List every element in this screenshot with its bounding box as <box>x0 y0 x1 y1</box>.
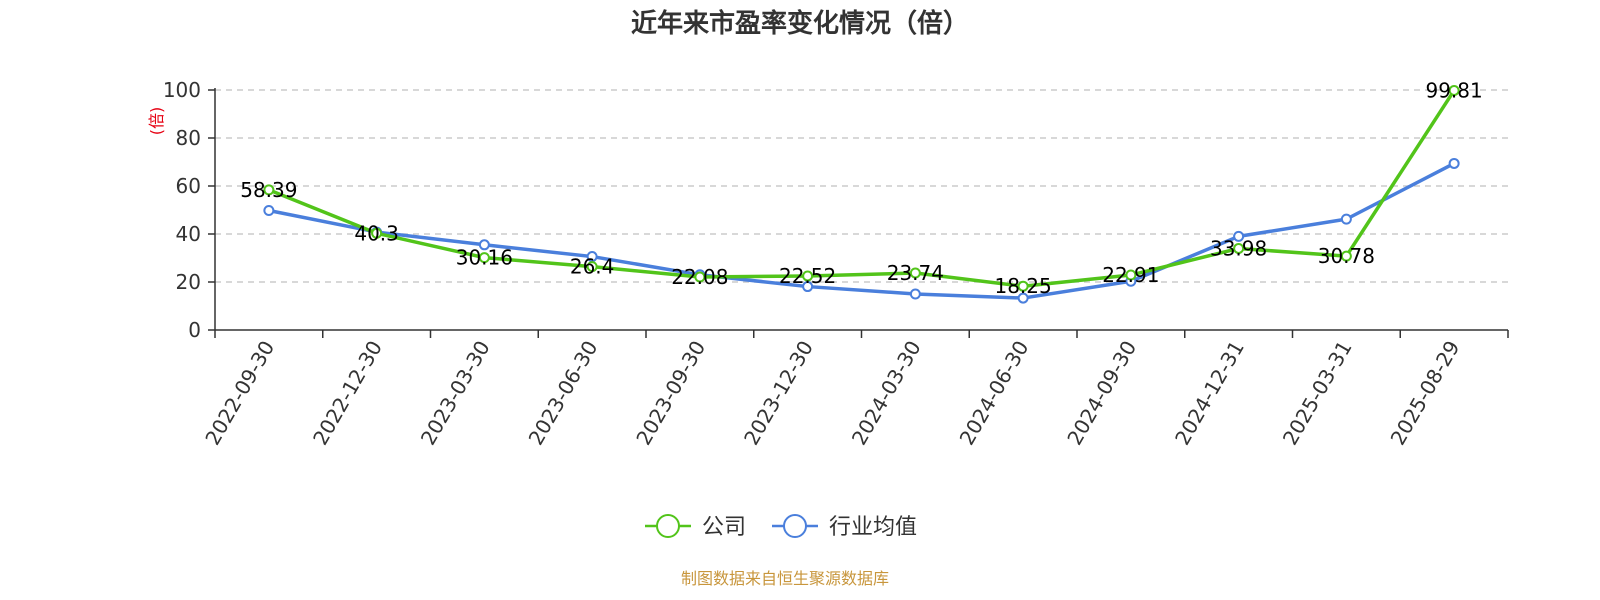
data-label: 33.98 <box>1210 236 1267 260</box>
data-point[interactable] <box>1233 230 1245 242</box>
data-point[interactable] <box>1017 292 1029 304</box>
data-label: 22.52 <box>779 264 836 288</box>
data-point[interactable] <box>586 251 598 263</box>
legend-marker <box>783 514 807 538</box>
data-point[interactable] <box>263 204 275 216</box>
x-tick-label: 2024-12-31 <box>1170 337 1249 450</box>
data-point[interactable] <box>1125 269 1137 281</box>
data-label: 40.3 <box>354 221 399 245</box>
x-tick-label: 2023-03-30 <box>416 337 495 450</box>
data-label: 26.4 <box>570 255 615 279</box>
data-source-note: 制图数据来自恒生聚源数据库 <box>681 569 889 588</box>
data-point[interactable] <box>1340 213 1352 225</box>
x-tick-label: 2023-09-30 <box>631 337 710 450</box>
x-tick-label: 2025-03-31 <box>1278 337 1357 450</box>
x-tick-label: 2024-09-30 <box>1062 337 1141 450</box>
x-tick-label: 2024-06-30 <box>955 337 1034 450</box>
legend-item[interactable]: 公司 <box>645 514 746 540</box>
x-tick-label: 2023-06-30 <box>524 337 603 450</box>
data-point[interactable] <box>1448 84 1460 96</box>
data-point[interactable] <box>1233 242 1245 254</box>
data-label: 58.39 <box>240 178 297 202</box>
y-tick-label: 60 <box>176 174 201 198</box>
data-label: 22.91 <box>1102 263 1159 287</box>
data-point[interactable] <box>1017 280 1029 292</box>
x-tick-label: 2025-08-29 <box>1386 337 1465 450</box>
legend-label: 行业均值 <box>829 515 917 540</box>
chart-title: 近年来市盈率变化情况（倍） <box>631 8 969 39</box>
data-labels: 58.39 40.3 30.16 26.4 22.08 22.52 23.74 18.25 22… <box>240 78 1483 298</box>
legend-label: 公司 <box>702 515 746 540</box>
data-point[interactable] <box>1340 250 1352 262</box>
data-label: 22.08 <box>671 265 728 289</box>
series-line <box>268 161 1455 300</box>
series-group <box>263 84 1460 304</box>
y-tick-label: 100 <box>163 78 201 102</box>
data-point[interactable] <box>802 281 814 293</box>
data-label: 99.81 <box>1425 78 1482 102</box>
y-tick-label: 40 <box>176 222 201 246</box>
data-label: 23.74 <box>887 261 944 285</box>
data-point[interactable] <box>478 239 490 251</box>
data-point[interactable] <box>802 270 814 282</box>
legend-marker <box>656 514 680 538</box>
data-point[interactable] <box>263 184 275 196</box>
series-line <box>268 89 1456 288</box>
data-label: 30.16 <box>456 246 513 270</box>
x-tick-label: 2022-12-30 <box>308 337 387 450</box>
data-point[interactable] <box>371 227 383 239</box>
legend-item[interactable]: 行业均值 <box>772 514 917 540</box>
data-point[interactable] <box>909 288 921 300</box>
data-point[interactable] <box>909 267 921 279</box>
x-tick-label: 2023-12-30 <box>739 337 818 450</box>
data-point[interactable] <box>586 261 598 273</box>
y-tick-label: 0 <box>188 318 201 342</box>
data-point[interactable] <box>478 252 490 264</box>
data-label: 18.25 <box>994 274 1051 298</box>
x-tick-label: 2024-03-30 <box>847 337 926 450</box>
y-tick-label: 80 <box>176 126 201 150</box>
y-axis-label: (倍) <box>147 107 166 136</box>
data-label: 30.78 <box>1318 244 1375 268</box>
data-point[interactable] <box>694 271 706 283</box>
data-point[interactable] <box>1448 157 1460 169</box>
y-tick-label: 20 <box>176 270 201 294</box>
x-tick-label: 2022-09-30 <box>200 337 279 450</box>
legend: 公司 行业均值 <box>645 514 917 540</box>
